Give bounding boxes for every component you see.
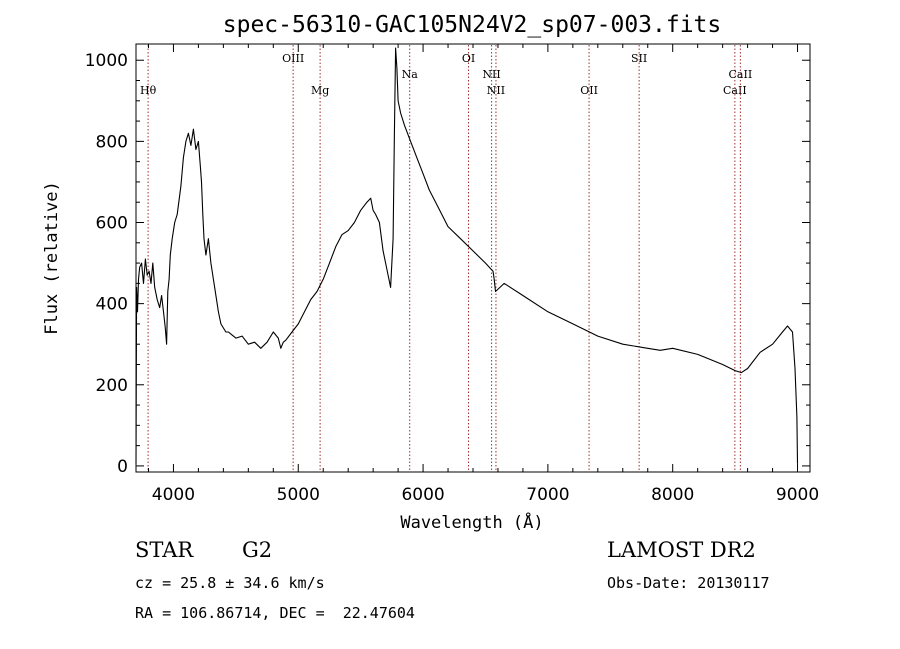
line-marker-label: Hθ [140, 84, 157, 97]
object-subclass: G2 [242, 538, 273, 562]
x-tick-label: 5000 [277, 485, 320, 505]
y-tick-label: 600 [96, 214, 128, 234]
y-tick-label: 1000 [85, 51, 128, 71]
coordinates: RA = 106.86714, DEC = 22.47604 [135, 604, 415, 622]
observation-date: Obs-Date: 20130117 [607, 574, 770, 592]
x-tick-label: 7000 [526, 485, 569, 505]
y-tick-label: 200 [96, 376, 128, 396]
x-tick-label: 6000 [401, 485, 444, 505]
plot-frame [135, 43, 811, 473]
y-tick-label: 400 [96, 295, 128, 315]
line-marker-label: CaII [723, 84, 747, 97]
line-marker-label: SII [631, 52, 647, 65]
x-axis: 4000 5000 6000 7000 8000 9000 [147, 44, 819, 505]
redshift-cz: cz = 25.8 ± 34.6 km/s [135, 574, 325, 592]
line-marker-label: NII [482, 68, 500, 81]
x-tick-label: 8000 [651, 485, 694, 505]
x-tick-label: 4000 [152, 485, 195, 505]
x-axis-label: Wavelength (Å) [400, 511, 543, 533]
y-tick-label: 0 [117, 457, 128, 477]
spectrum-layer [135, 47, 799, 464]
line-marker-label: CaII [729, 68, 753, 81]
y-tick-label: 800 [96, 132, 128, 152]
line-marker-label: OIII [282, 52, 304, 65]
line-marker-label: NII [487, 84, 505, 97]
y-axis: 0 200 400 600 800 1000 [85, 51, 810, 477]
chart-title: spec-56310-GAC105N24V2_sp07-003.fits [223, 12, 722, 38]
line-marker-label: Mg [311, 84, 329, 97]
line-markers: Hθ OIII Mg Na OI NII NII OII SII CaII CaII [140, 45, 752, 471]
y-axis-label: Flux (relative) [42, 181, 62, 335]
line-marker-label: OI [462, 52, 475, 65]
survey-name: LAMOST DR2 [607, 538, 756, 562]
spectrum-line [135, 47, 799, 464]
object-class: STAR [135, 538, 194, 562]
x-tick-label: 9000 [776, 485, 819, 505]
line-marker-label: Na [402, 68, 419, 81]
line-marker-label: OII [580, 84, 598, 97]
